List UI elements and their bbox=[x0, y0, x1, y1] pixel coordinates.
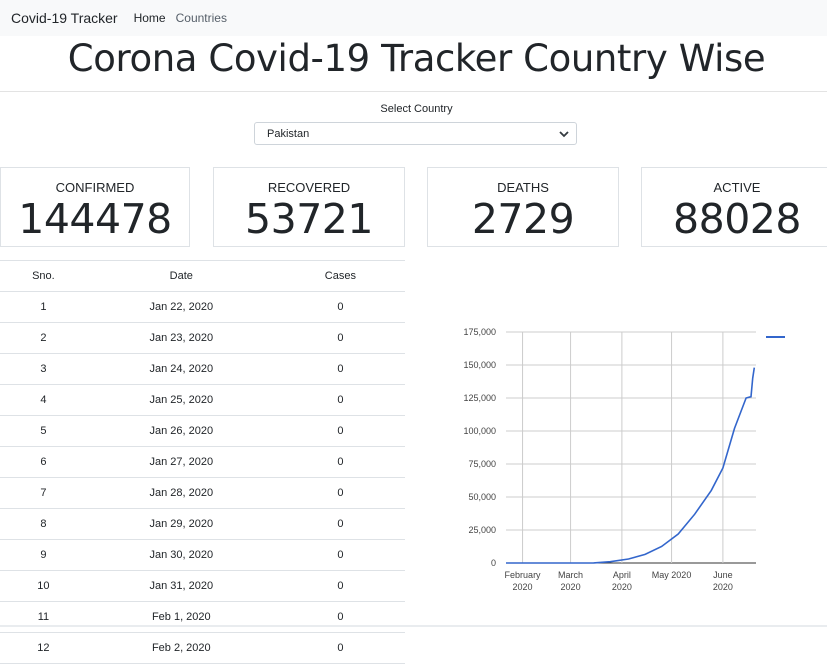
cell-sno: 1 bbox=[0, 291, 87, 323]
table-row: 7 Jan 28, 2020 0 bbox=[0, 477, 405, 509]
cell-sno: 7 bbox=[0, 477, 87, 509]
cell-sno: 6 bbox=[0, 446, 87, 478]
stat-label-deaths: DEATHS bbox=[497, 180, 549, 195]
table-body: 1 Jan 22, 2020 0 2 Jan 23, 2020 0 3 Jan 24, 202… bbox=[0, 291, 405, 664]
cell-cases: 0 bbox=[275, 477, 405, 509]
y-tick-label: 150,000 bbox=[463, 360, 496, 370]
horizontal-scrollbar[interactable] bbox=[0, 625, 827, 627]
x-tick-label: May 2020 bbox=[652, 570, 692, 580]
cell-cases: 0 bbox=[275, 415, 405, 447]
country-select-value: Pakistan bbox=[267, 128, 310, 140]
cell-date: Jan 29, 2020 bbox=[86, 508, 276, 540]
cell-date: Feb 2, 2020 bbox=[86, 632, 276, 664]
cell-sno: 5 bbox=[0, 415, 87, 447]
y-tick-label: 125,000 bbox=[463, 393, 496, 403]
stat-card-active: ACTIVE 88028 bbox=[641, 167, 827, 247]
cases-line-chart: 0 25,000 50,000 75,000 100,000 125,000 150,000… bbox=[463, 327, 785, 592]
x-tick-year-label: 2020 bbox=[561, 582, 581, 592]
x-tick-year-label: 2020 bbox=[612, 582, 632, 592]
cell-sno: 10 bbox=[0, 570, 87, 602]
x-tick-label: June bbox=[713, 570, 733, 580]
cell-sno: 2 bbox=[0, 322, 87, 354]
cell-cases: 0 bbox=[275, 570, 405, 602]
cell-date: Jan 30, 2020 bbox=[86, 539, 276, 571]
chevron-down-icon bbox=[559, 131, 569, 138]
y-tick-label: 0 bbox=[491, 558, 496, 568]
y-tick-label: 100,000 bbox=[463, 426, 496, 436]
cell-date: Jan 23, 2020 bbox=[86, 322, 276, 354]
navbar: Covid-19 Tracker Home Countries bbox=[0, 0, 827, 36]
cell-cases: 0 bbox=[275, 353, 405, 385]
cell-date: Jan 27, 2020 bbox=[86, 446, 276, 478]
table-row: 10 Jan 31, 2020 0 bbox=[0, 570, 405, 602]
cell-date: Jan 22, 2020 bbox=[86, 291, 276, 323]
table-row: 3 Jan 24, 2020 0 bbox=[0, 353, 405, 385]
column-header-cases: Cases bbox=[275, 260, 405, 292]
country-select[interactable]: Pakistan bbox=[254, 122, 577, 145]
cell-cases: 0 bbox=[275, 322, 405, 354]
y-tick-label: 50,000 bbox=[468, 492, 496, 502]
x-tick-label: February bbox=[505, 570, 542, 580]
table-row: 9 Jan 30, 2020 0 bbox=[0, 539, 405, 571]
cell-sno: 4 bbox=[0, 384, 87, 416]
stat-label-recovered: RECOVERED bbox=[267, 180, 351, 195]
table-row: 4 Jan 25, 2020 0 bbox=[0, 384, 405, 416]
nav-link-countries[interactable]: Countries bbox=[175, 11, 227, 25]
select-country-label: Select Country bbox=[380, 103, 453, 115]
stat-card-deaths: DEATHS 2729 bbox=[427, 167, 619, 247]
y-tick-label: 25,000 bbox=[468, 525, 496, 535]
stat-label-confirmed: CONFIRMED bbox=[55, 180, 135, 195]
divider bbox=[0, 91, 827, 92]
table-row: 8 Jan 29, 2020 0 bbox=[0, 508, 405, 540]
table-row: 2 Jan 23, 2020 0 bbox=[0, 322, 405, 354]
cases-table: Sno. Date Cases 1 Jan 22, 2020 0 2 Jan 23, 2… bbox=[0, 260, 405, 664]
x-tick-label: April bbox=[613, 570, 631, 580]
cell-cases: 0 bbox=[275, 291, 405, 323]
cell-cases: 0 bbox=[275, 508, 405, 540]
cell-cases: 0 bbox=[275, 539, 405, 571]
cell-date: Jan 28, 2020 bbox=[86, 477, 276, 509]
cell-cases: 0 bbox=[275, 446, 405, 478]
cell-date: Jan 26, 2020 bbox=[86, 415, 276, 447]
cell-cases: 0 bbox=[275, 632, 405, 664]
cell-cases: 0 bbox=[275, 384, 405, 416]
x-tick-label: March bbox=[558, 570, 583, 580]
nav-link-home[interactable]: Home bbox=[133, 11, 166, 25]
stat-value-active: 88028 bbox=[673, 195, 801, 243]
series-line bbox=[506, 367, 756, 564]
column-header-date: Date bbox=[86, 260, 276, 292]
table-header-row: Sno. Date Cases bbox=[0, 260, 405, 292]
cell-sno: 12 bbox=[0, 632, 87, 664]
page-title: Corona Covid-19 Tracker Country Wise bbox=[67, 37, 766, 80]
cell-date: Jan 31, 2020 bbox=[86, 570, 276, 602]
stat-label-active: ACTIVE bbox=[713, 180, 761, 195]
stat-value-recovered: 53721 bbox=[245, 195, 373, 243]
cell-sno: 3 bbox=[0, 353, 87, 385]
column-header-sno: Sno. bbox=[0, 260, 87, 292]
stat-value-confirmed: 144478 bbox=[18, 195, 172, 243]
x-tick-year-label: 2020 bbox=[713, 582, 733, 592]
stat-value-deaths: 2729 bbox=[471, 195, 575, 243]
cases-table-container: Sno. Date Cases 1 Jan 22, 2020 0 2 Jan 23, 2… bbox=[0, 260, 405, 664]
stat-card-recovered: RECOVERED 53721 bbox=[213, 167, 405, 247]
x-tick-year-label: 2020 bbox=[513, 582, 533, 592]
y-tick-label: 75,000 bbox=[468, 459, 496, 469]
cell-date: Jan 25, 2020 bbox=[86, 384, 276, 416]
table-row: 6 Jan 27, 2020 0 bbox=[0, 446, 405, 478]
cell-sno: 9 bbox=[0, 539, 87, 571]
cell-date: Jan 24, 2020 bbox=[86, 353, 276, 385]
stat-card-confirmed: CONFIRMED 144478 bbox=[0, 167, 190, 247]
y-tick-label: 175,000 bbox=[463, 327, 496, 337]
table-row: 1 Jan 22, 2020 0 bbox=[0, 291, 405, 323]
brand[interactable]: Covid-19 Tracker bbox=[11, 10, 118, 26]
table-row: 12 Feb 2, 2020 0 bbox=[0, 632, 405, 664]
table-row: 5 Jan 26, 2020 0 bbox=[0, 415, 405, 447]
cell-sno: 8 bbox=[0, 508, 87, 540]
